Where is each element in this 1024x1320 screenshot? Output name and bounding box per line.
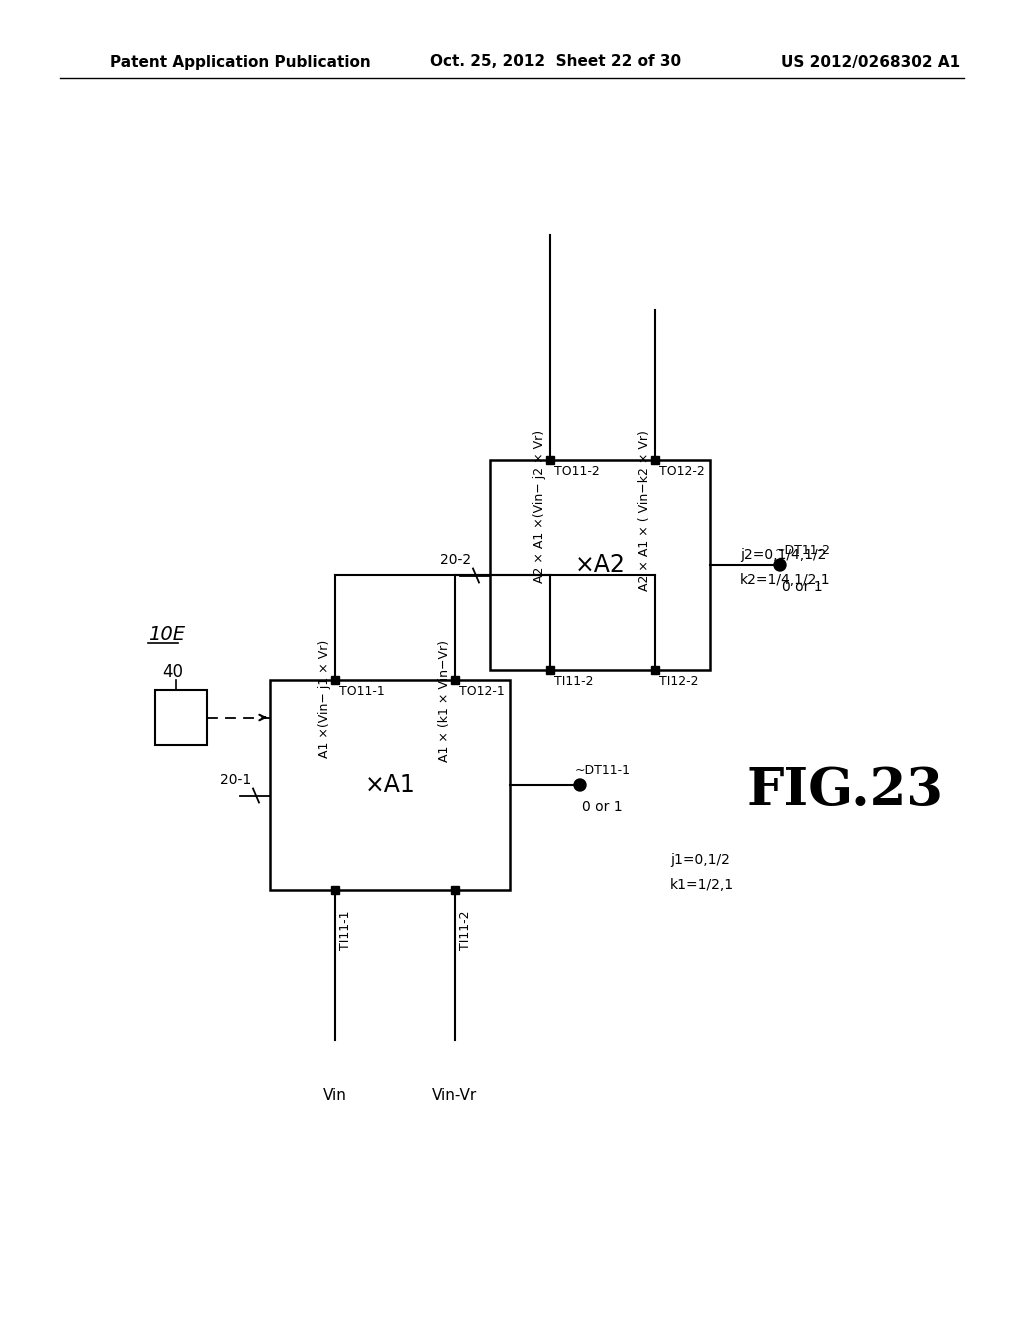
Text: Vin-Vr: Vin-Vr — [432, 1088, 477, 1102]
Text: TI11-1: TI11-1 — [339, 909, 352, 949]
Bar — [331, 886, 339, 894]
Bar — [331, 676, 339, 684]
Text: ×A2: ×A2 — [574, 553, 626, 577]
Text: 40: 40 — [163, 663, 183, 681]
Text: ~DT11-1: ~DT11-1 — [575, 764, 631, 777]
Text: 20-2: 20-2 — [440, 553, 472, 568]
Text: TI11-2: TI11-2 — [459, 909, 472, 949]
Bar — [546, 667, 554, 675]
Text: ~DT11-2: ~DT11-2 — [775, 544, 831, 557]
Text: 20-1: 20-1 — [220, 774, 252, 788]
Text: TI11-2: TI11-2 — [554, 675, 594, 688]
Text: A2 × A1 ×(Vin− j2 × Vr): A2 × A1 ×(Vin− j2 × Vr) — [534, 430, 546, 583]
Text: Oct. 25, 2012  Sheet 22 of 30: Oct. 25, 2012 Sheet 22 of 30 — [430, 54, 681, 70]
Text: 10E: 10E — [148, 626, 185, 644]
Text: TO11-1: TO11-1 — [339, 685, 385, 698]
Text: Patent Application Publication: Patent Application Publication — [110, 54, 371, 70]
Text: k2=1/4,1/2,1: k2=1/4,1/2,1 — [740, 573, 830, 587]
Text: A1 ×(Vin− j1 × Vr): A1 ×(Vin− j1 × Vr) — [318, 640, 331, 758]
Bar — [270, 680, 510, 890]
Bar — [651, 455, 659, 465]
Text: 0 or 1: 0 or 1 — [782, 579, 822, 594]
Bar — [451, 886, 459, 894]
Bar — [546, 455, 554, 465]
Circle shape — [574, 779, 586, 791]
Text: k1=1/2,1: k1=1/2,1 — [670, 878, 734, 892]
Circle shape — [774, 558, 786, 572]
Text: ×A1: ×A1 — [365, 774, 416, 797]
Text: j2=0,1/4,1/2: j2=0,1/4,1/2 — [740, 548, 826, 562]
Bar — [651, 667, 659, 675]
Text: TI12-2: TI12-2 — [659, 675, 698, 688]
Text: US 2012/0268302 A1: US 2012/0268302 A1 — [781, 54, 961, 70]
Text: 0 or 1: 0 or 1 — [582, 800, 623, 814]
Bar — [451, 676, 459, 684]
Bar — [155, 690, 207, 744]
Bar — [490, 459, 710, 671]
Text: TO12-1: TO12-1 — [459, 685, 505, 698]
Text: j1=0,1/2: j1=0,1/2 — [670, 853, 730, 867]
Text: Vin: Vin — [323, 1088, 347, 1102]
Text: TO11-2: TO11-2 — [554, 465, 600, 478]
Text: A1 × (k1 × Vin−Vr): A1 × (k1 × Vin−Vr) — [438, 640, 451, 762]
Text: TO12-2: TO12-2 — [659, 465, 705, 478]
Text: A2 × A1 × ( Vin−k2 × Vr): A2 × A1 × ( Vin−k2 × Vr) — [638, 430, 651, 591]
Text: FIG.23: FIG.23 — [746, 764, 943, 816]
